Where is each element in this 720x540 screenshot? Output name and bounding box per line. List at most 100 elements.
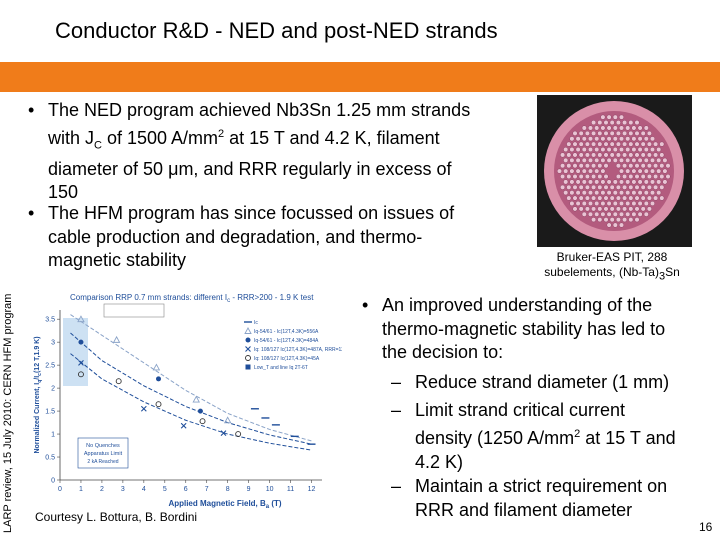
- data-point: [78, 339, 84, 345]
- filament: [603, 163, 609, 169]
- filament: [640, 141, 646, 147]
- filament: [618, 200, 625, 207]
- filament: [578, 163, 584, 169]
- data-point: [223, 416, 232, 424]
- filament: [656, 146, 662, 153]
- filament: [646, 173, 652, 180]
- apparatus-limit-region: [63, 318, 88, 386]
- filament: [659, 163, 665, 169]
- filament: [581, 211, 587, 217]
- data-point: [197, 408, 203, 414]
- filament: [659, 152, 665, 158]
- filament: [625, 125, 631, 131]
- filament: [563, 190, 569, 196]
- filament: [569, 136, 575, 142]
- filament: [618, 168, 625, 174]
- filament: [612, 136, 618, 142]
- y-tick-label: 1: [51, 432, 55, 439]
- filament: [609, 152, 615, 158]
- filament: [563, 146, 569, 153]
- filament: [591, 141, 597, 147]
- x-tick-label: 5: [163, 486, 167, 493]
- legend-label: Iq: 108/127 Ic(12T,4.3K)=45A: [254, 356, 320, 362]
- filament: [609, 141, 615, 147]
- y-tick-label: 3: [51, 340, 55, 347]
- filament: [597, 206, 603, 212]
- filament: [578, 130, 584, 136]
- bullet-ned: • The NED program achieved Nb3Sn 1.25 mm…: [28, 99, 528, 205]
- filament: [643, 190, 649, 196]
- data-point: [235, 431, 242, 438]
- bullet-line: The HFM program has since focussed on is…: [48, 203, 455, 223]
- side-caption: LARP review, 15 July 2010: CERN HFM prog…: [2, 293, 14, 533]
- filament: [618, 146, 625, 153]
- filament: [591, 152, 597, 158]
- x-tick-label: 9: [247, 486, 251, 493]
- filament: [653, 163, 659, 169]
- filament: [587, 200, 594, 207]
- filament: [631, 200, 637, 207]
- filament: [584, 206, 590, 212]
- title-box: [103, 303, 165, 318]
- filament: [591, 163, 597, 169]
- filament: [591, 184, 597, 190]
- y-tick-label: 2.5: [45, 363, 55, 370]
- photo-caption: Bruker-EAS PIT, 288 subelements, (Nb-Ta)…: [544, 250, 680, 283]
- filament: [584, 130, 590, 136]
- filament: [659, 141, 665, 147]
- data-point: [115, 378, 122, 385]
- filament: [575, 157, 581, 163]
- sub-bullet-marker: –: [391, 372, 402, 392]
- data-point: [112, 335, 121, 343]
- filament: [572, 173, 578, 180]
- filament: [637, 168, 643, 174]
- filament: [634, 184, 640, 190]
- filament: [603, 130, 609, 136]
- filament: [640, 184, 646, 190]
- filament: [563, 168, 569, 174]
- filament: [618, 222, 625, 228]
- filament: [634, 217, 640, 223]
- filament: [625, 168, 631, 174]
- annotation-line: Apparatus Limit: [84, 451, 123, 457]
- filament: [649, 200, 656, 207]
- filament: [578, 206, 584, 212]
- filament: [625, 179, 631, 185]
- filament: [597, 173, 603, 180]
- filament: [649, 190, 656, 196]
- filament: [653, 195, 659, 201]
- filament: [643, 146, 649, 153]
- filament: [587, 168, 594, 174]
- filament: [622, 141, 628, 147]
- courtesy-note: Courtesy L. Bottura, B. Bordini: [35, 510, 198, 524]
- filament: [612, 190, 618, 196]
- filament: [628, 206, 634, 212]
- bullet-line: diameter of 50 μm, and RRR regularly in …: [48, 158, 452, 179]
- filament: [612, 114, 618, 120]
- y-tick-label: 1.5: [45, 409, 55, 416]
- sub-bullet-line: RRR and filament diameter: [415, 500, 633, 520]
- filament: [594, 200, 600, 207]
- filament: [578, 152, 584, 158]
- filament: [649, 157, 656, 163]
- sub-bullet-line: Limit strand critical current: [415, 400, 626, 420]
- filament: [566, 163, 572, 169]
- filament: [628, 184, 634, 190]
- filament: [618, 157, 625, 163]
- filament: [600, 190, 606, 196]
- filament: [628, 141, 634, 147]
- bullet-line: 150: [48, 182, 79, 203]
- filament: [560, 184, 566, 190]
- filament: [609, 206, 615, 212]
- bullet-line: The NED program achieved Nb3Sn 1.25 mm s…: [48, 100, 471, 120]
- filament: [631, 125, 637, 131]
- filament: [625, 211, 631, 217]
- filament: [581, 190, 587, 196]
- filament: [622, 195, 628, 201]
- filament: [640, 173, 646, 180]
- filament: [625, 157, 631, 163]
- filament: [622, 217, 628, 223]
- filament: [587, 136, 594, 142]
- filament: [622, 152, 628, 158]
- filament: [625, 136, 631, 142]
